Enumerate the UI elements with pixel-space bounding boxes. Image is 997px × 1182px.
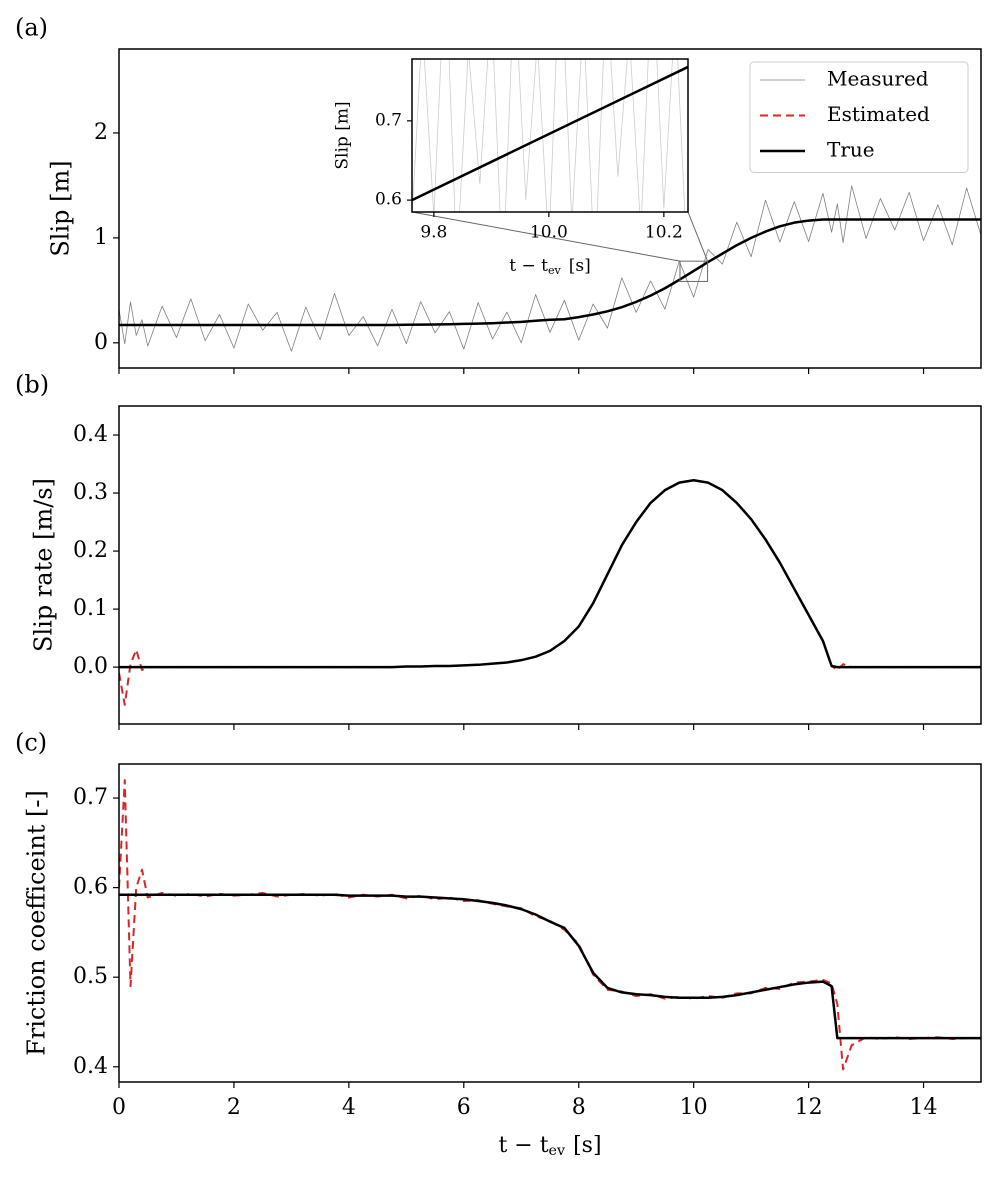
x-tick-label: 14 xyxy=(910,1095,938,1120)
y-tick-label: 0.3 xyxy=(73,480,108,505)
x-axis-label: t − tev [s] xyxy=(509,256,591,278)
legend-label: Estimated xyxy=(827,102,930,126)
x-tick-label: 4 xyxy=(342,1095,356,1120)
x-tick-label: 2 xyxy=(227,1095,241,1120)
zoom-box xyxy=(679,260,709,282)
y-tick-label: 1 xyxy=(94,225,108,250)
y-axis-label: Slip [m] xyxy=(47,160,75,256)
y-axis-label: Friction coefficeint [-] xyxy=(23,790,51,1056)
series-line xyxy=(119,218,981,327)
legend-label: True xyxy=(827,138,875,162)
y-tick-label: 0.5 xyxy=(73,964,108,989)
x-tick-label: 10.0 xyxy=(530,223,568,243)
y-tick-label: 0.4 xyxy=(73,422,108,447)
panel-label: (b) xyxy=(15,371,49,399)
axes-frame xyxy=(411,58,689,213)
y-tick-label: 2 xyxy=(94,120,108,145)
x-label-var: t − t xyxy=(509,256,548,276)
legend: Measured Estimated True xyxy=(749,61,969,173)
x-label-unit: [s] xyxy=(569,256,591,276)
panel-label: (a) xyxy=(15,14,48,42)
y-tick-label: 0.2 xyxy=(73,538,108,563)
x-label-sub: ev xyxy=(548,264,562,277)
series-line xyxy=(412,65,688,202)
series-line xyxy=(119,479,981,706)
y-tick-label: 0.0 xyxy=(73,654,108,679)
zoom-connector xyxy=(687,211,709,262)
series-line xyxy=(119,779,981,1071)
series-line xyxy=(119,893,981,1040)
y-tick-label: 0.7 xyxy=(375,110,402,130)
panel: 0 1 2 Slip [m] (a) xyxy=(15,14,982,374)
axes-frame xyxy=(118,763,982,1083)
y-axis-label: Slip rate [m/s] xyxy=(30,478,58,652)
series-line xyxy=(119,185,981,352)
x-label-unit: [s] xyxy=(573,1133,601,1158)
zoom-connector xyxy=(411,211,681,262)
legend-frame xyxy=(749,61,969,173)
panel: 0.4 0.5 0.6 0.7 0 2 4 6 8 10 12 14 Friction coeffice… xyxy=(15,729,982,1159)
panel-label: (c) xyxy=(15,729,47,757)
x-label-sub: ev xyxy=(549,1143,566,1159)
x-tick-label: 10 xyxy=(680,1095,708,1120)
y-tick-label: 0.6 xyxy=(73,875,108,900)
axes-frame xyxy=(118,405,982,725)
legend-label: Measured xyxy=(827,67,929,91)
x-tick-label: 8 xyxy=(572,1095,586,1120)
inset: 0.6 0.7 9.8 10.0 10.2 Slip [m] t − tev [s] xyxy=(333,58,689,278)
axes-frame xyxy=(118,48,982,369)
x-tick-label: 12 xyxy=(795,1095,823,1120)
axes-background xyxy=(412,59,688,212)
y-tick-label: 0.4 xyxy=(73,1054,108,1079)
y-tick-label: 0.1 xyxy=(73,596,108,621)
y-tick-label: 0.7 xyxy=(73,785,108,810)
y-tick-label: 0 xyxy=(94,330,108,355)
x-tick-label: 9.8 xyxy=(420,223,447,243)
y-axis-label: Slip [m] xyxy=(333,101,353,169)
x-label-var: t − t xyxy=(498,1133,548,1158)
series-line xyxy=(119,479,981,669)
x-tick-label: 10.2 xyxy=(645,223,683,243)
x-tick-label: 6 xyxy=(457,1095,471,1120)
panel: 0.0 0.1 0.2 0.3 0.4 Slip rate [m/s] (b) xyxy=(15,371,982,730)
x-axis-label: t − tev [s] xyxy=(498,1133,601,1159)
x-tick-label: 0 xyxy=(112,1095,126,1120)
y-tick-label: 0.6 xyxy=(375,190,402,210)
